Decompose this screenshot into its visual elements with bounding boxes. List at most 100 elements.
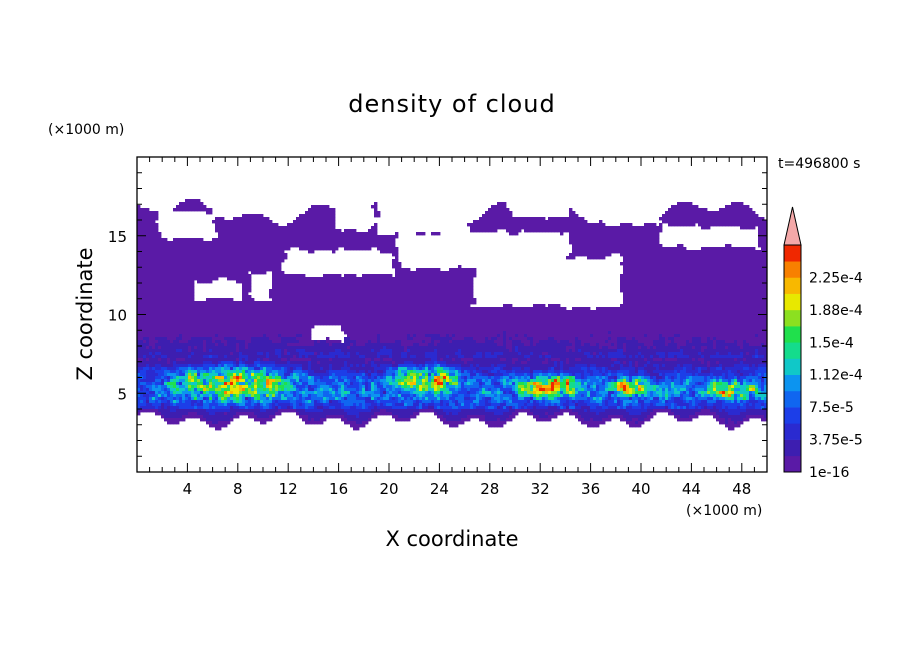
density-cell xyxy=(224,268,228,272)
density-cell xyxy=(701,298,705,302)
density-cell xyxy=(281,286,285,290)
density-cell xyxy=(293,289,297,293)
density-cell xyxy=(635,226,639,230)
density-cell xyxy=(686,313,690,317)
density-cell xyxy=(155,289,159,293)
density-cell xyxy=(581,253,585,257)
density-cell xyxy=(731,289,735,293)
density-cell xyxy=(503,217,507,221)
density-cell xyxy=(242,289,246,293)
density-cell xyxy=(431,319,435,323)
density-cell xyxy=(200,250,204,254)
density-cell xyxy=(398,283,402,287)
density-cell xyxy=(725,271,729,275)
density-cell xyxy=(350,280,354,284)
density-cell xyxy=(635,259,639,263)
density-cell xyxy=(152,223,156,227)
density-cell xyxy=(671,217,675,221)
density-cell xyxy=(203,205,207,209)
density-cell xyxy=(524,313,528,317)
density-cell xyxy=(581,238,585,242)
density-cell xyxy=(416,316,420,320)
density-cell xyxy=(392,292,396,296)
density-cell xyxy=(191,262,195,266)
density-cell xyxy=(575,220,579,224)
density-cell xyxy=(191,280,195,284)
density-cell xyxy=(677,310,681,314)
density-cell xyxy=(203,253,207,257)
density-cell xyxy=(521,217,525,221)
density-cell xyxy=(749,307,753,311)
density-cell xyxy=(248,307,252,311)
density-cell xyxy=(248,289,252,293)
density-cell xyxy=(746,301,750,305)
density-cell xyxy=(413,307,417,311)
density-cell xyxy=(350,277,354,281)
density-cell xyxy=(512,223,516,227)
density-cell xyxy=(308,286,312,290)
density-cell xyxy=(149,244,153,248)
density-cell xyxy=(263,229,267,233)
density-cell xyxy=(221,313,225,317)
density-cell xyxy=(251,253,255,257)
density-cell xyxy=(320,229,324,233)
density-cell xyxy=(314,280,318,284)
density-cell xyxy=(479,226,483,230)
density-cell xyxy=(254,268,258,272)
density-cell xyxy=(161,313,165,317)
density-cell xyxy=(371,232,375,236)
density-cell xyxy=(641,283,645,287)
density-cell xyxy=(143,238,147,242)
density-cell xyxy=(398,301,402,305)
density-cell xyxy=(422,274,426,278)
density-cell xyxy=(524,229,528,233)
density-cell xyxy=(629,265,633,269)
density-cell xyxy=(332,283,336,287)
density-cell xyxy=(623,238,627,242)
density-cell xyxy=(302,232,306,236)
density-cell xyxy=(758,310,762,314)
density-cell xyxy=(179,289,183,293)
density-cell xyxy=(677,280,681,284)
density-cell xyxy=(308,223,312,227)
density-cell xyxy=(257,217,261,221)
density-cell xyxy=(191,310,195,314)
density-cell xyxy=(143,274,147,278)
density-cell xyxy=(644,265,648,269)
density-cell xyxy=(443,271,447,275)
density-cell xyxy=(749,271,753,275)
density-cell xyxy=(680,208,684,212)
density-cell xyxy=(137,238,141,242)
density-cell xyxy=(332,307,336,311)
density-cell xyxy=(644,313,648,317)
density-cell xyxy=(383,286,387,290)
density-cell xyxy=(719,292,723,296)
density-cell xyxy=(383,274,387,278)
density-cell xyxy=(626,262,630,266)
density-cell xyxy=(269,250,273,254)
density-cell xyxy=(245,238,249,242)
density-cell xyxy=(533,307,537,311)
density-cell xyxy=(677,277,681,281)
density-cell xyxy=(503,316,507,320)
density-cell xyxy=(191,205,195,209)
density-cell xyxy=(206,265,210,269)
density-cell xyxy=(182,280,186,284)
density-cell xyxy=(758,283,762,287)
density-cell xyxy=(392,310,396,314)
density-cell xyxy=(158,295,162,299)
density-cell xyxy=(728,268,732,272)
density-cell xyxy=(650,277,654,281)
density-cell xyxy=(167,304,171,308)
density-cell xyxy=(740,301,744,305)
density-cell xyxy=(329,229,333,233)
density-cell xyxy=(206,256,210,260)
density-cell xyxy=(764,283,767,287)
density-cell xyxy=(368,316,372,320)
density-cell xyxy=(680,256,684,260)
density-cell xyxy=(257,214,261,218)
density-cell xyxy=(380,295,384,299)
density-cell xyxy=(635,238,639,242)
density-cell xyxy=(578,307,582,311)
density-cell xyxy=(353,292,357,296)
